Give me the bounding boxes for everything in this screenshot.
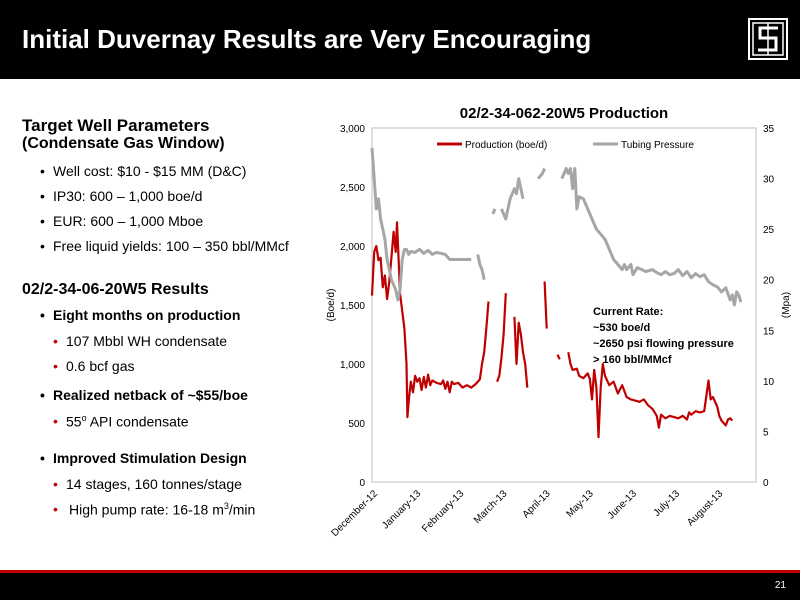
- chart-title: 02/2-34-062-20W5 Production: [460, 105, 668, 122]
- plot-area: [371, 127, 757, 483]
- production-series-line: [513, 316, 529, 388]
- x-tick-label: April-13: [521, 488, 553, 520]
- production-series-line: [567, 351, 734, 439]
- bullet-text: EUR: 600 – 1,000 Mboe: [53, 213, 204, 229]
- bullet-text: High pump rate: 16-18 m: [69, 501, 224, 518]
- y-right-tick-label: 10: [763, 377, 775, 388]
- bullet-item: • Well cost: $10 - $15 MM (D&C): [40, 163, 247, 179]
- bullet-text: /min: [228, 501, 256, 518]
- y-right-axis-label: (Mpa): [781, 292, 792, 318]
- footer-accent-line: [0, 570, 800, 573]
- y-right-tick-label: 35: [763, 124, 775, 135]
- pressure-series-line: [560, 167, 743, 307]
- title-bar: Initial Duvernay Results are Very Encour…: [0, 0, 800, 79]
- x-tick-label: August-13: [685, 488, 725, 528]
- footer-bar: [0, 573, 800, 600]
- bullet-item: • Free liquid yields: 100 – 350 bbl/MMcf: [40, 238, 289, 254]
- y-right-tick-label: 15: [763, 326, 775, 337]
- bullet-text: IP30: 600 – 1,000 boe/d: [53, 188, 203, 204]
- production-series-line: [543, 281, 548, 329]
- pressure-series-line: [500, 177, 525, 221]
- y-left-axis-label: (Boe/d): [326, 289, 337, 322]
- pressure-series-line: [536, 167, 546, 180]
- bullet-item: • IP30: 600 – 1,000 boe/d: [40, 188, 203, 204]
- x-tick-label: March-13: [472, 488, 510, 526]
- bullet-text: Improved Stimulation Design: [53, 450, 247, 466]
- annotation-line: Current Rate:: [593, 306, 664, 318]
- pressure-series-line: [491, 208, 497, 215]
- y-left-tick-label: 1,000: [340, 360, 365, 371]
- bullet-text: API condensate: [86, 413, 189, 430]
- pressure-series-line: [476, 254, 486, 281]
- y-right-tick-label: 5: [763, 427, 769, 438]
- bullet-text: Free liquid yields: 100 – 350 bbl/MMcf: [53, 238, 289, 254]
- y-left-tick-label: 2,500: [340, 183, 365, 194]
- degree-superscript: o: [81, 413, 87, 423]
- sub-bullet-item: • 107 Mbbl WH condensate: [53, 333, 228, 349]
- x-tick-label: July-13: [652, 488, 683, 519]
- bullet-item: • Eight months on production: [40, 307, 241, 323]
- bullet-text: 0.6 bcf gas: [66, 358, 135, 374]
- sub-bullet-item: • 55o API condensate: [53, 413, 189, 430]
- annotation-line: ~2650 psi flowing pressure: [593, 338, 734, 350]
- bullet-text: Realized netback of ~$55/boe: [53, 387, 248, 403]
- y-right-tick-label: 20: [763, 276, 775, 287]
- pressure-series-line: [370, 148, 472, 302]
- y-right-tick-label: 25: [763, 225, 775, 236]
- page-number: 21: [774, 580, 786, 591]
- superscript: 3: [223, 501, 229, 511]
- slide-title: Initial Duvernay Results are Very Encour…: [22, 24, 592, 54]
- section1-subtitle: (Condensate Gas Window): [22, 135, 225, 152]
- company-logo-icon: [748, 18, 788, 60]
- section1-title: Target Well Parameters: [22, 116, 210, 135]
- bullet-text: 14 stages, 160 tonnes/stage: [66, 476, 242, 492]
- annotation-line: ~530 boe/d: [593, 322, 651, 334]
- bullet-text: Well cost: $10 - $15 MM (D&C): [53, 163, 247, 179]
- sub-bullet-item: • 14 stages, 160 tonnes/stage: [53, 476, 242, 492]
- y-left-tick-label: 2,000: [340, 242, 365, 253]
- y-left-tick-label: 0: [359, 478, 365, 489]
- production-series-line: [370, 221, 490, 419]
- bullet-text: Eight months on production: [53, 307, 241, 323]
- y-left-tick-label: 3,000: [340, 124, 365, 135]
- bullet-item: • Realized netback of ~$55/boe: [40, 387, 248, 403]
- annotation-line: > 160 bbl/MMcf: [593, 354, 672, 366]
- x-tick-label: February-13: [420, 488, 467, 535]
- section2-title: 02/2-34-06-20W5 Results: [22, 281, 209, 298]
- bullet-text: 107 Mbbl WH condensate: [66, 333, 228, 349]
- y-left-tick-label: 500: [348, 419, 365, 430]
- bullet-item: • EUR: 600 – 1,000 Mboe: [40, 213, 204, 229]
- y-right-tick-label: 0: [763, 478, 769, 489]
- y-left-tick-label: 1,500: [340, 301, 365, 312]
- production-series-line: [496, 293, 507, 383]
- legend-label-production: Production (boe/d): [465, 140, 547, 151]
- legend-label-pressure: Tubing Pressure: [621, 140, 694, 151]
- y-right-tick-label: 30: [763, 175, 775, 186]
- sub-bullet-item: • 0.6 bcf gas: [53, 358, 135, 374]
- x-tick-label: January-13: [380, 488, 423, 531]
- current-rate-annotation: Current Rate: ~530 boe/d ~2650 psi flowi…: [593, 304, 734, 368]
- production-series-line: [556, 354, 561, 360]
- api-value: 55: [66, 413, 82, 430]
- x-tick-label: June-13: [606, 488, 640, 522]
- bullet-item: • Improved Stimulation Design: [40, 450, 247, 466]
- sub-bullet-item: • High pump rate: 16-18 m3/min: [53, 501, 256, 518]
- x-tick-label: May-13: [564, 488, 596, 520]
- x-tick-label: December-12: [329, 488, 380, 539]
